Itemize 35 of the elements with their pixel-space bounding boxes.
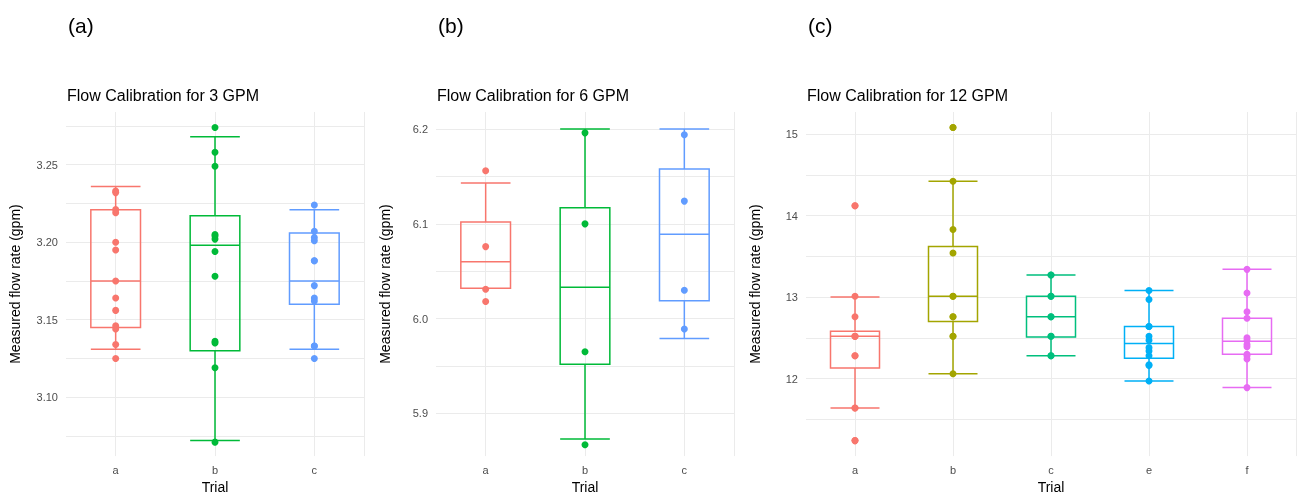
y-tick-label: 6.1 [412,217,428,230]
x-axis-title: Trial [1037,479,1065,495]
y-axis-title: Measured flow rate (gpm) [747,204,763,364]
y-tick-label: 3.10 [36,391,58,404]
text: (c) [808,14,833,37]
chart-title: Flow Calibration for 3 GPM [67,86,260,104]
text: (a) [68,14,94,37]
y-tick-label: 6.2 [412,123,428,136]
y-tick-label: 15 [785,128,798,141]
y-axis-title: Measured flow rate (gpm) [377,204,393,364]
y-tick-label: 3.25 [36,158,58,171]
x-tick-label: f [1245,463,1250,476]
x-tick-label: a [482,463,490,476]
y-tick-label: 6.0 [412,312,428,325]
chart-title: Flow Calibration for 12 GPM [807,86,1008,104]
x-tick-label: c [1048,463,1055,476]
x-tick-label: c [681,463,688,476]
y-tick-label: 13 [785,291,798,304]
y-tick-label: 3.20 [36,236,58,249]
x-tick-label: b [581,463,589,476]
x-axis-title: Trial [201,479,229,495]
y-tick-label: 3.15 [36,313,58,326]
x-axis-title: Trial [571,479,599,495]
x-tick-label: a [851,463,859,476]
x-tick-label: e [1145,463,1153,476]
y-tick-label: 5.9 [412,407,428,420]
y-tick-label: 14 [785,209,798,222]
chart-title: Flow Calibration for 6 GPM [437,86,630,104]
x-tick-label: b [211,463,219,476]
y-axis-title: Measured flow rate (gpm) [7,204,23,364]
x-tick-label: b [949,463,957,476]
x-tick-label: c [311,463,318,476]
x-tick-label: a [112,463,120,476]
y-tick-label: 12 [785,372,798,385]
text: (b) [438,14,464,37]
